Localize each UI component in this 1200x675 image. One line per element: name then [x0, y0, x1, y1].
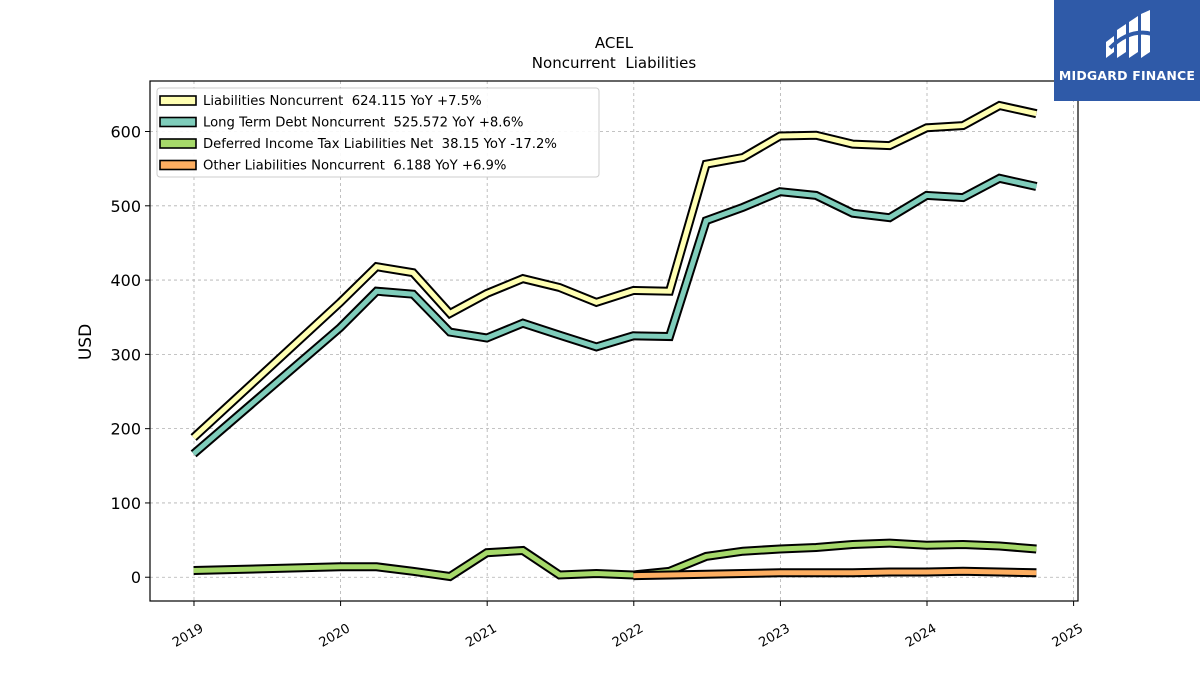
x-tick-label: 2025	[1050, 621, 1086, 651]
series-line	[633, 568, 1037, 579]
y-tick-label: 200	[110, 420, 141, 439]
legend-swatch	[159, 116, 197, 128]
y-tick-label: 500	[110, 197, 141, 216]
plot-frame	[149, 80, 1079, 602]
y-tick-label: 100	[110, 494, 141, 513]
series-line	[191, 102, 1037, 440]
series-lines	[190, 100, 1038, 582]
legend-label: Liabilities Noncurrent 624.115 YoY +7.5%	[203, 94, 482, 109]
x-tick-label: 2021	[463, 621, 499, 651]
legend-swatch	[159, 138, 197, 149]
legend-label: Long Term Debt Noncurrent 525.572 YoY +8…	[203, 116, 523, 131]
y-axis-label: USD	[76, 324, 96, 360]
legend-box	[156, 87, 600, 178]
logo-text: MIDGARD FINANCE	[1058, 68, 1196, 83]
midgard-finance-logo: MIDGARD FINANCE	[1054, 0, 1200, 101]
legend-label: Deferred Income Tax Liabilities Net 38.1…	[203, 137, 557, 152]
legend-label: Other Liabilities Noncurrent 6.188 YoY +…	[203, 159, 506, 174]
y-tick-label: 300	[110, 345, 141, 364]
chart-title: ACEL	[595, 34, 634, 52]
y-tick-label: 400	[110, 271, 141, 290]
legend-swatch	[159, 159, 197, 171]
x-tick-label: 2020	[317, 621, 353, 651]
x-tick-label: 2024	[903, 621, 939, 651]
y-tick-label: 0	[131, 568, 141, 587]
chart-subtitle: Noncurrent Liabilities	[532, 54, 697, 72]
y-tick-label: 600	[110, 123, 141, 142]
midgard-logo-icon	[1106, 10, 1153, 58]
legend: Liabilities Noncurrent 624.115 YoY +7.5%…	[156, 87, 600, 178]
series-line	[191, 175, 1037, 456]
x-tick-label: 2022	[610, 621, 646, 651]
legend-swatch	[159, 95, 197, 106]
x-tick-label: 2019	[170, 621, 206, 651]
x-tick-label: 2023	[757, 621, 793, 651]
